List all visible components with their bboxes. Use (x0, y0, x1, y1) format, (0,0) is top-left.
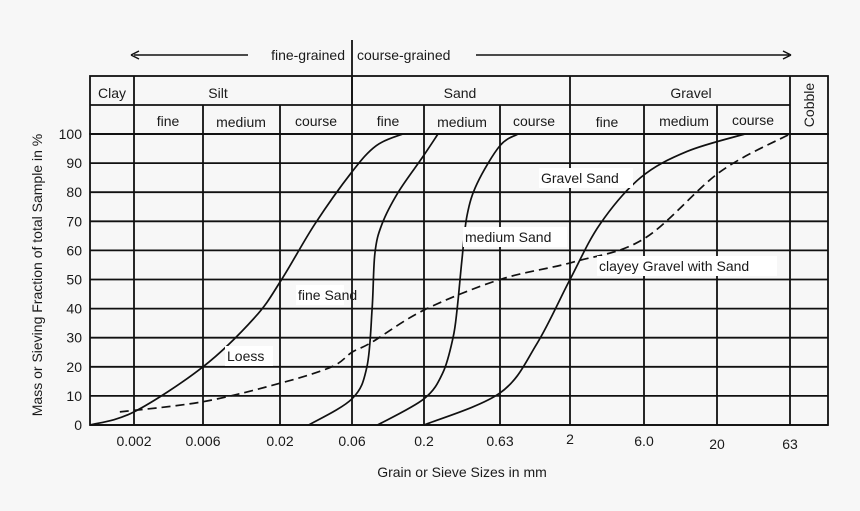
sub-sand-course: course (513, 113, 555, 129)
label-gravel-sand: Gravel Sand (541, 170, 619, 186)
y-tick-labels: 0 10 20 30 40 50 60 70 80 90 100 (59, 126, 83, 433)
sub-gravel-course: course (732, 112, 774, 128)
x-tick-labels: 0.002 0.006 0.02 0.06 0.2 0.63 2 6.0 20 63 (116, 431, 798, 452)
y-tick-label: 90 (66, 155, 82, 171)
y-tick-label: 50 (66, 272, 82, 288)
y-tick-label: 60 (66, 242, 82, 258)
curves (89, 133, 791, 426)
x-tick-label: 63 (782, 436, 798, 452)
y-tick-label: 70 (66, 213, 82, 229)
y-tick-label: 10 (66, 388, 82, 404)
y-tick-label: 20 (66, 359, 82, 375)
x-tick-label: 0.02 (266, 433, 293, 449)
y-tick-label: 100 (59, 126, 83, 142)
label-background (597, 256, 777, 276)
label-clayey-gravel-with-sand: clayey Gravel with Sand (599, 258, 749, 274)
course-grained-label: course-grained (357, 47, 450, 63)
x-tick-label: 6.0 (634, 433, 654, 449)
y-tick-label: 0 (74, 417, 82, 433)
x-tick-label: 0.006 (185, 433, 220, 449)
label-medium-sand: medium Sand (465, 229, 551, 245)
class-clay: Clay (98, 85, 126, 101)
sub-sand-fine: fine (377, 113, 400, 129)
y-tick-label: 30 (66, 330, 82, 346)
plot-grid (89, 133, 829, 426)
x-tick-label: 0.002 (116, 433, 151, 449)
curve-labels: Loess fine Sand medium Sand Gravel Sand clay… (225, 168, 777, 366)
sub-silt-fine: fine (157, 113, 180, 129)
label-background (463, 227, 567, 247)
classification-header: Clay Silt Sand Gravel Cobble fine medium… (89, 75, 829, 135)
x-axis-label: Grain or Sieve Sizes in mm (377, 464, 547, 480)
sub-silt-course: course (295, 113, 337, 129)
class-cobble: Cobble (801, 83, 817, 128)
label-loess: Loess (227, 348, 264, 364)
sub-gravel-medium: medium (659, 113, 709, 129)
label-background (225, 346, 273, 366)
fine-grained-label: fine-grained (271, 47, 345, 63)
y-axis-label: Mass or Sieving Fraction of total Sample… (29, 134, 45, 416)
curve-medium-sand (377, 133, 519, 426)
sub-silt-medium: medium (216, 114, 266, 130)
right-arrow-icon (782, 50, 792, 60)
y-tick-label: 40 (66, 301, 82, 317)
class-sand: Sand (444, 85, 477, 101)
sub-sand-medium: medium (437, 114, 487, 130)
x-tick-label: 20 (709, 436, 725, 452)
x-tick-label: 0.06 (338, 433, 365, 449)
label-background (539, 168, 633, 188)
label-fine-sand: fine Sand (298, 287, 357, 303)
label-background (296, 285, 344, 305)
sub-gravel-fine: fine (596, 114, 619, 130)
curve-gravel-sand (423, 133, 746, 426)
curve-fine-sand (308, 133, 439, 426)
x-tick-label: 2 (566, 431, 574, 447)
curve-loess (89, 133, 404, 426)
left-arrow-icon (130, 50, 140, 60)
y-tick-label: 80 (66, 184, 82, 200)
class-silt: Silt (208, 85, 228, 101)
x-tick-label: 0.63 (486, 433, 513, 449)
class-gravel: Gravel (670, 85, 711, 101)
x-tick-label: 0.2 (414, 433, 434, 449)
curve-clayey-gravel-with-sand (119, 133, 791, 413)
